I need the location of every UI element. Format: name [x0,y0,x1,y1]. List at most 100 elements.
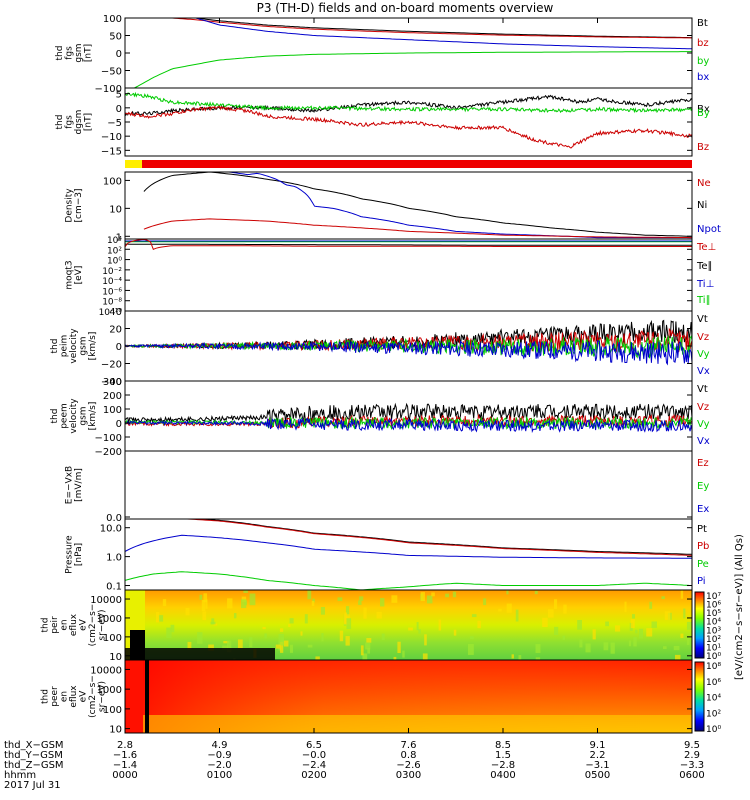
y-tick-label: −50 [101,67,122,78]
spectrogram-cell [210,621,216,625]
y-axis-label: E=−VxB [64,466,74,504]
x-row-label: thd_X−GSM [4,740,64,751]
peer-spectrogram [125,660,692,733]
spectrogram-cell [208,644,214,651]
spectrogram-cell [278,648,282,651]
legend-label: Bt [697,18,708,29]
spectrogram-cell [304,614,308,624]
y-tick-label: −200 [95,447,122,458]
spectrogram-cell [241,599,247,609]
series-line-moqt-Te∥ [125,243,692,246]
spectrogram-cell [554,599,558,609]
y-axis-label: sr−eV) [98,609,108,640]
panel-pressure: Pt Pb Pe Pi 10.0 1.0 0.1 Pressure [nPa] [64,518,709,593]
spectrogram-cell [197,632,203,644]
series-line-fgs-Bt [195,18,692,39]
colorbar-tick-label: 10⁶ [706,601,721,611]
x-row-label: hhmm [4,770,36,781]
spectrogram-cell [199,594,203,600]
spectrogram-cell [683,608,686,619]
y-tick-label: 100 [103,176,122,187]
spectrogram-cell [226,640,232,653]
colorbar-tick-label: 10⁰ [706,652,721,662]
spectrogram-cell [603,642,609,651]
spectrogram-cell [249,593,256,606]
panel-peim_velocity: Vt Vz Vy Vx 40 20 0 −20 −40 thd peim velocity gsm [km… [50,307,710,388]
spectrogram-cell [534,590,538,595]
colorbar-tick-label: 10² [706,635,721,645]
y-tick-label: 0 [116,419,122,430]
spectrogram-cell [243,590,248,593]
spectrogram-cell [278,633,285,646]
panel-efield: Ez Ey Ex 0.0 E=−VxB [mV/m] [64,450,709,524]
x-row-label: thd_Y−GSM [4,750,63,761]
spectrogram-cell [162,599,167,607]
colorbar-tick-label: 10¹ [706,643,721,653]
spectrogram-cell [592,629,596,640]
spectrogram-cell [542,617,548,628]
colorbar-units-label: [eV/(cm2−s−sr−eV)] (All Qs) [734,534,745,680]
y-axis-label: Pressure [64,535,74,574]
y-tick-label: 10⁻² [102,267,122,277]
legend-label: Ni [697,200,707,211]
y-tick-label: 1000 [97,685,122,696]
spectrogram-cell [391,595,398,603]
spectrogram-cell [445,593,450,598]
colorbar-tick-label: 10⁵ [706,609,721,619]
spectrogram-cell [686,636,690,645]
spectrogram-cell [431,592,435,597]
spectrogram-cell [651,621,657,628]
spectrogram-cell [307,644,313,648]
y-axis-label: peer [50,686,60,707]
y-axis-label: gsm [79,406,89,425]
spectrogram-cell [424,634,427,646]
x-row-label: thd_Z−GSM [4,760,64,771]
fgs_dgsm-series-group [125,91,692,149]
series-line-density-Ni [143,172,692,237]
spectrogram-cell [498,608,502,612]
x-tick-label: 6.5 [306,740,322,751]
panel-moqt: Te⊥ Te∥ Ti⊥ Ti∥ 10⁴10²10⁰10⁻²10⁻⁴10⁻⁶10⁻⁸10⁻… [64,236,716,318]
y-tick-label: 50 [109,32,122,43]
spectrogram-cell [185,607,190,616]
spectrogram-cell [312,598,315,603]
spectrogram-cell [547,609,554,618]
legend-label: Vx [697,366,710,377]
y-tick-label: −40 [101,377,122,388]
spectrogram-cell [280,641,284,653]
panel-fgs: Bt bz by bx 100 50 0 −50 −100 thd fgs gsm [nT] [55,14,710,95]
spectrogram-cell [614,625,621,632]
spectrogram-cell [155,612,160,623]
spectrogram-cell [358,600,362,605]
y-tick-label: −15 [101,146,122,157]
spectrogram-cell [664,611,671,620]
y-tick-label: 10⁴ [107,236,122,246]
quality-flag-segment [142,160,692,168]
series-line-peem_velocity-Vy [125,415,692,431]
legend-label: Ez [697,458,709,469]
legend-label: Vy [697,349,710,360]
x-tick-label: 2.2 [590,750,606,761]
spectrogram-cell [227,598,233,609]
y-tick-label: 10⁻⁶ [102,287,122,297]
spectrogram-cell [366,638,372,643]
y-tick-label: 5 [116,90,122,101]
y-axis-label: [nT] [83,44,93,62]
x-tick-label: 2.9 [684,750,700,761]
spectrogram-cell [363,607,367,619]
y-axis-label: (cm2−s− [88,675,98,718]
spectrogram-cell [610,642,615,654]
y-tick-label: 10000 [90,595,122,606]
colorbar-tick-label: 10² [706,709,721,719]
spectrogram-cell [469,636,474,640]
peir-spectrogram [125,590,692,660]
spectrogram-cell [170,624,175,633]
y-tick-label: 10⁻⁴ [102,277,122,287]
spectrogram-cell [367,648,371,654]
spectrogram-cell [483,598,487,606]
series-line-density-Ne [143,218,692,239]
spectrogram-cell [477,620,481,629]
y-axis-label: gsm [74,43,84,62]
spectrogram-cell [408,627,413,631]
